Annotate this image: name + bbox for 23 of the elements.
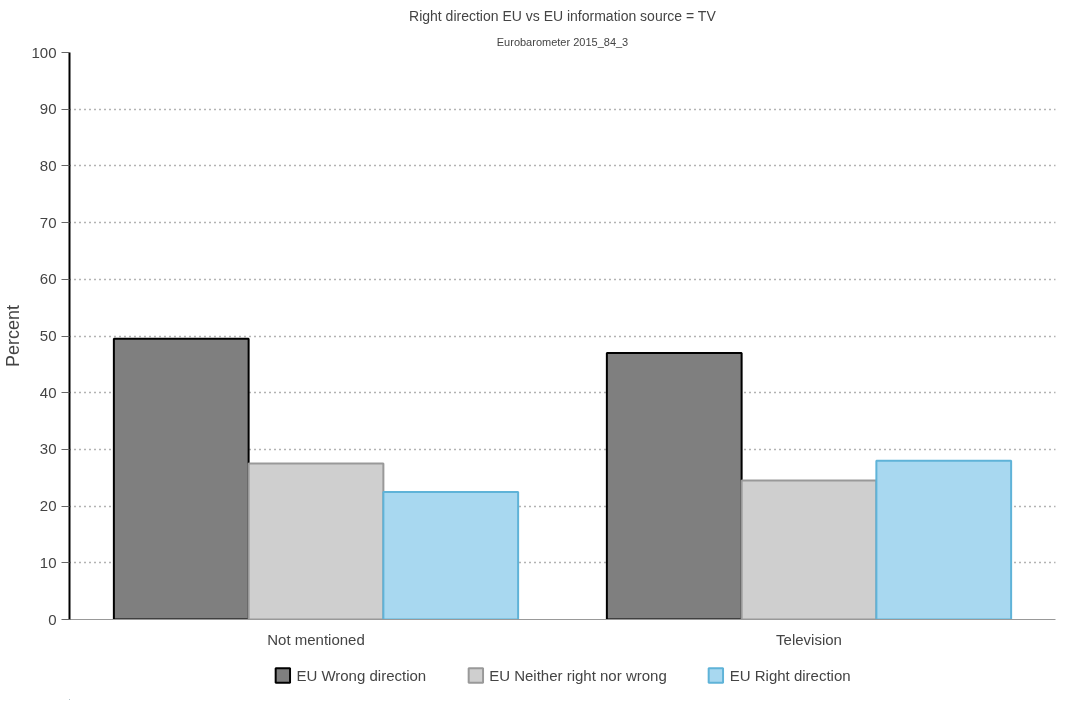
chart-title: Right direction EU vs EU information source = TV <box>409 7 717 24</box>
y-tick-label: 70 <box>39 213 57 231</box>
y-tick-label: 50 <box>39 327 57 344</box>
chart-subtitle: Eurobarometer 2015_84_3 <box>496 35 629 48</box>
y-tick-label: 40 <box>39 383 57 401</box>
y-tick-label: 100 <box>31 43 57 61</box>
bar <box>875 459 1013 620</box>
bar <box>112 337 250 620</box>
y-tick-label: 60 <box>39 270 57 288</box>
y-tick-label: 80 <box>39 156 57 174</box>
bar <box>382 490 520 620</box>
y-axis-title: Percent <box>3 304 24 368</box>
y-tick-label: 10 <box>39 553 57 571</box>
x-tick-label: Not mentioned <box>267 630 365 648</box>
x-tick-label: Television <box>776 630 842 648</box>
y-tick-label: 20 <box>39 497 57 515</box>
legend-label: EU Neither right nor wrong <box>489 666 667 684</box>
legend-label: EU Wrong direction <box>296 666 427 684</box>
legend-label: EU Right direction <box>729 666 851 684</box>
y-tick-label: 0 <box>48 610 57 628</box>
y-tick-label: 90 <box>39 100 57 118</box>
bar <box>605 352 743 620</box>
y-tick-label: 30 <box>39 440 57 458</box>
